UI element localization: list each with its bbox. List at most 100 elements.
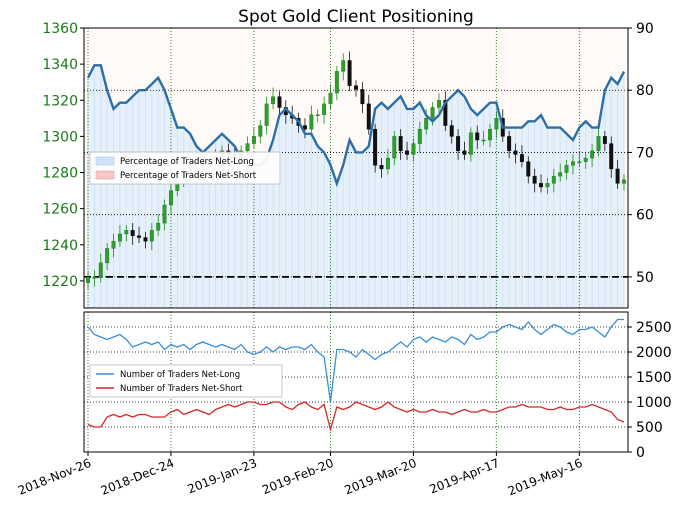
traders-net-short-line [87,401,625,432]
candle-body [488,128,492,141]
candle-body [449,125,454,137]
candle-body [519,154,524,162]
candle-body [245,143,250,152]
candle-body [558,172,563,177]
candle-body [143,237,148,242]
left-tick-label: 1280 [42,166,78,182]
candle-body [532,175,537,184]
candle-body [615,168,620,184]
candle-body [86,277,90,283]
candle-body [124,230,129,235]
candle-body [251,136,256,144]
candle-body [411,143,416,155]
candle-body [309,114,314,130]
candle-body [443,100,448,126]
candle-body [564,165,569,173]
candle-body [347,60,352,87]
legend-swatch-net-long-pct [95,156,115,166]
candle-body [577,161,582,163]
legend-label-net-short-pct: Percentage of Traders Net-Short [120,171,257,181]
legend-swatch-net-short-pct [95,170,115,180]
candle-body [162,204,167,224]
chart-title: Spot Gold Client Positioning [238,7,474,27]
candle-body [92,277,97,279]
top-right-axis: 50 60 70 80 90 [628,21,654,286]
bottom-legend-box [89,364,283,398]
candle-body [551,175,556,184]
right-tick-label: 70 [636,145,654,161]
candle-body [590,150,595,159]
top-left-axis: 1220 1240 1260 1280 1300 1320 1340 1360 [42,21,84,290]
candle-body [385,157,390,170]
top-legend-box [89,151,281,185]
bottom-right-tick-label: 0 [636,445,645,461]
right-tick-label: 60 [636,208,654,224]
left-tick-label: 1240 [42,238,78,254]
candle-body [360,89,365,105]
candle-body [545,183,550,188]
top-plot-frame [83,27,629,309]
legend-label-net-long-pct: Percentage of Traders Net-Long [120,157,254,167]
candle-body [583,157,588,162]
candle-body [481,139,486,142]
candle-body [149,230,154,242]
candle-body [379,165,384,170]
candle-body [373,128,378,166]
candle-body [392,136,397,159]
candle-body [156,222,161,231]
bottom-right-tick-label: 2500 [636,320,672,336]
candle-body [462,150,467,155]
candle-body [417,128,422,144]
candle-body [117,233,122,242]
candle-body [398,136,403,152]
left-tick-label: 1260 [42,202,78,218]
candle-body [258,125,263,137]
candle-body [168,190,173,206]
left-tick-label: 1220 [42,274,78,290]
candle-body [366,103,371,130]
candle-body [526,161,531,177]
candle-body [430,107,435,119]
candle-body [468,132,473,155]
candle-body [596,136,601,152]
candle-body [475,132,480,141]
candle-body [405,150,410,155]
candle-body [570,161,575,166]
bottom-right-axis: 0 500 1000 1500 2000 2500 [628,320,672,461]
candle-body [322,103,327,115]
candle-body [513,150,518,155]
legend-label-traders-net-short: Number of Traders Net-Short [120,384,243,394]
bottom-right-tick-label: 2000 [636,345,672,361]
left-tick-label: 1340 [42,57,78,73]
candle-body [507,136,512,152]
right-tick-label: 90 [636,21,654,37]
candle-body [354,85,358,90]
candle-body [98,262,103,278]
top-legend: Percentage of Traders Net-Long Percentag… [89,151,281,185]
bottom-right-tick-label: 500 [636,420,663,436]
net-long-pct-line [86,64,626,188]
candle-body [277,96,282,108]
left-tick-label: 1360 [42,21,78,37]
candle-body [130,230,135,236]
bottom-plot-frame [83,311,629,453]
left-tick-label: 1300 [42,129,78,145]
candle-body [264,103,269,126]
right-tick-label: 80 [636,83,654,99]
candle-body [105,248,110,264]
candle-body [111,240,116,249]
candle-body [328,92,333,105]
left-tick-label: 1320 [42,93,78,109]
bottom-legend: Number of Traders Net-Long Number of Tra… [89,364,283,398]
candle-body [609,143,614,170]
bottom-right-tick-label: 1500 [636,370,672,386]
bottom-right-tick-label: 1000 [636,395,672,411]
candle-body [602,136,607,144]
candle-body [137,235,142,238]
candle-body [302,125,307,130]
candle-body [456,136,461,152]
right-tick-label: 50 [636,270,654,286]
candle-body [494,118,499,130]
candle-body [315,114,320,116]
